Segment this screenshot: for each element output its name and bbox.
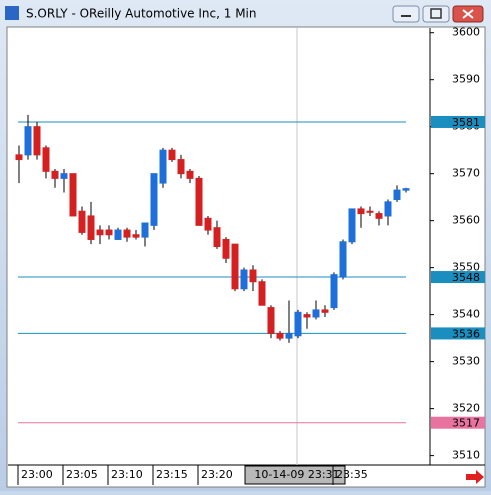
candle-body — [132, 234, 140, 238]
candle-body — [186, 170, 194, 179]
candle-body — [195, 177, 203, 226]
level-label: 3581 — [452, 116, 480, 129]
level-label-box — [431, 115, 485, 128]
window-title: S.ORLY - OReilly Automotive Inc, 1 Min — [26, 7, 256, 21]
x-tick-label: 23:15 — [156, 468, 188, 481]
candle-body — [285, 332, 293, 339]
chart-area — [6, 26, 486, 488]
candle-body — [60, 173, 68, 179]
maximize-icon — [430, 8, 442, 19]
x-tick-label: 23:00 — [21, 468, 53, 481]
window-icon — [5, 6, 19, 20]
y-tick-label: 3530 — [452, 355, 480, 368]
candle-body — [87, 215, 95, 240]
close-icon — [462, 9, 474, 19]
cursor-time-box — [244, 465, 346, 485]
level-label-box — [431, 416, 485, 429]
candle-body — [177, 159, 185, 175]
candle-body — [159, 149, 167, 184]
y-tick-label: 3520 — [452, 402, 480, 415]
level-label-box — [431, 271, 485, 284]
candle-body — [69, 173, 77, 217]
candle-body — [303, 314, 311, 318]
candle-body — [42, 147, 50, 172]
y-tick-label: 3590 — [452, 73, 480, 86]
y-tick-label: 3510 — [452, 449, 480, 462]
y-tick-label: 3550 — [452, 261, 480, 274]
candle-body — [348, 208, 356, 243]
level-label: 3536 — [452, 327, 480, 340]
candle-body — [375, 213, 383, 219]
candle-body — [402, 188, 410, 191]
y-tick-label: 3560 — [452, 214, 480, 227]
candle-body — [141, 222, 149, 238]
candle-body — [168, 149, 176, 161]
candle-body — [33, 126, 41, 156]
candle-body — [78, 210, 86, 233]
candle-body — [312, 309, 320, 318]
candle-body — [321, 309, 329, 313]
candle-body — [150, 173, 158, 226]
candle-body — [15, 154, 23, 161]
candle-body — [357, 208, 365, 215]
candle-body — [105, 229, 113, 236]
candle-body — [276, 332, 284, 339]
x-tick-label: 23:35 — [336, 468, 368, 481]
candle-body — [393, 189, 401, 201]
candle-body — [204, 217, 212, 231]
candle-body — [249, 269, 257, 283]
x-tick-label: 23:05 — [66, 468, 98, 481]
candle-body — [222, 238, 230, 259]
candle-body — [366, 210, 374, 213]
candle-body — [51, 170, 59, 179]
candle-body — [258, 281, 266, 306]
maximize-button[interactable] — [422, 5, 450, 23]
candle-body — [339, 241, 347, 278]
candle-body — [384, 201, 392, 217]
y-tick-label: 3600 — [452, 26, 480, 39]
candle-body — [267, 307, 275, 334]
candle-body — [213, 227, 221, 247]
candle-body — [123, 229, 131, 238]
x-tick-label: 10-14-09 23:31 — [254, 468, 339, 481]
y-tick-label: 3540 — [452, 308, 480, 321]
level-label: 3548 — [452, 271, 480, 284]
candle-body — [294, 311, 302, 337]
candle-body — [24, 126, 32, 156]
minimize-button[interactable] — [392, 5, 420, 23]
level-label: 3517 — [452, 417, 480, 430]
level-label-box — [431, 327, 485, 340]
candle-body — [231, 243, 239, 290]
x-tick-label: 23:10 — [111, 468, 143, 481]
scroll-arrow[interactable] — [466, 470, 484, 484]
x-tick-label: 23:20 — [201, 468, 233, 481]
candle-body — [96, 229, 104, 236]
y-tick-label: 3570 — [452, 167, 480, 180]
candle-body — [330, 274, 338, 309]
candle-body — [114, 229, 122, 240]
candle-body — [240, 269, 248, 290]
